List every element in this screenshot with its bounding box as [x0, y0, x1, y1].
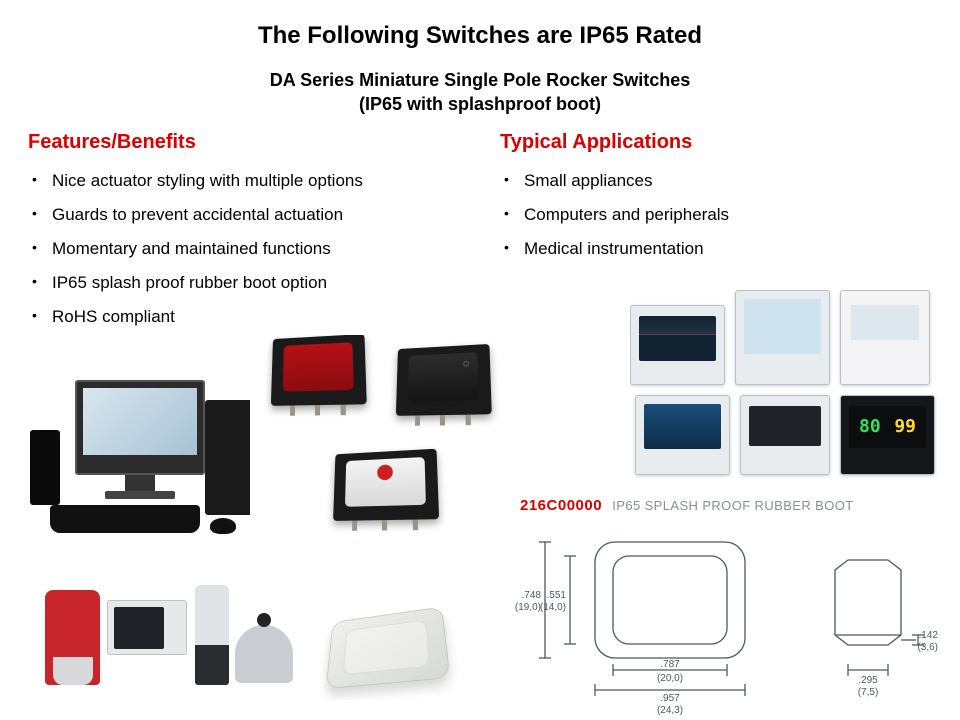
- subtitle-line-2: (IP65 with splashproof boot): [359, 94, 601, 114]
- dim-inner-h-mm: (14,0): [540, 602, 566, 613]
- page-subtitle: DA Series Miniature Single Pole Rocker S…: [0, 50, 960, 117]
- dim-inner-h-in: .551: [547, 590, 567, 601]
- features-item: Momentary and maintained functions: [30, 232, 460, 266]
- image-small-appliances: [45, 565, 295, 705]
- rocker-switch-red: [271, 335, 367, 406]
- rocker-switch-white: [333, 449, 439, 521]
- dim-side-base-mm: (7,5): [858, 687, 879, 698]
- features-item: Guards to prevent accidental actuation: [30, 198, 460, 232]
- part-number-line: 216C00000 IP65 SPLASH PROOF RUBBER BOOT: [520, 497, 854, 514]
- features-item: RoHS compliant: [30, 300, 460, 334]
- dim-side-h-in: .142: [919, 630, 939, 641]
- features-item: IP65 splash proof rubber boot option: [30, 266, 460, 300]
- applications-list: Small appliances Computers and periphera…: [500, 164, 932, 266]
- applications-heading: Typical Applications: [500, 131, 932, 154]
- part-number-description: IP65 SPLASH PROOF RUBBER BOOT: [606, 498, 853, 513]
- features-column: Features/Benefits Nice actuator styling …: [28, 131, 460, 334]
- dim-outer-w-mm: (24,3): [657, 705, 683, 715]
- features-heading: Features/Benefits: [28, 131, 460, 154]
- rocker-switch-black: [396, 344, 492, 416]
- applications-item: Computers and peripherals: [502, 198, 932, 232]
- dim-outer-w-in: .957: [660, 693, 680, 704]
- dim-outer-h-mm: (19,0): [515, 602, 541, 613]
- dim-side-h-mm: (3,6): [917, 642, 938, 653]
- features-item: Nice actuator styling with multiple opti…: [30, 164, 460, 198]
- page-title: The Following Switches are IP65 Rated: [0, 0, 960, 50]
- medical-readout-right: 99: [894, 416, 916, 437]
- dim-side-base-in: .295: [858, 675, 878, 686]
- dim-inner-w-mm: (20,0): [657, 673, 683, 684]
- image-rubber-boot: [310, 590, 460, 700]
- applications-item: Small appliances: [502, 164, 932, 198]
- image-medical-instruments: 80 99: [630, 290, 940, 490]
- dim-outer-h-in: .748: [522, 590, 542, 601]
- medical-readout-left: 80: [859, 416, 881, 437]
- image-rocker-switches: [260, 335, 500, 555]
- subtitle-line-1: DA Series Miniature Single Pole Rocker S…: [270, 70, 690, 90]
- image-computer-peripherals: [20, 370, 250, 540]
- applications-item: Medical instrumentation: [502, 232, 932, 266]
- features-list: Nice actuator styling with multiple opti…: [28, 164, 460, 334]
- engineering-drawing: .787 (20,0) .957 (24,3) .551 (14,0) .748…: [500, 520, 940, 715]
- part-number-code: 216C00000: [520, 497, 602, 514]
- dim-inner-w-in: .787: [660, 659, 680, 670]
